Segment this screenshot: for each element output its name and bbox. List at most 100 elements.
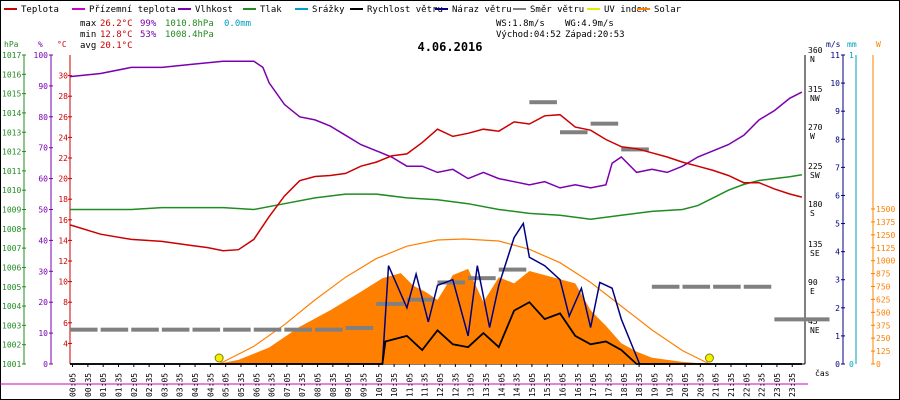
direction-compass-label: N — [810, 55, 815, 64]
time-tick-label: 18:05 — [620, 373, 629, 397]
legend: Teplota Přízemní teplota Vlhkost Tlak Srážky… — [4, 5, 682, 15]
time-tick-label: 17:05 — [589, 373, 598, 397]
ms-tick-label: 10 — [830, 79, 840, 88]
time-tick-label: 11:35 — [421, 373, 430, 397]
ms-tick-label: 2 — [835, 304, 840, 313]
hpa-tick-label: 1010 — [2, 186, 21, 195]
pct-tick-label: 0 — [43, 360, 48, 369]
time-tick-label: 23:35 — [788, 373, 797, 397]
wind-direction-mark — [529, 100, 557, 105]
time-tick-label: 03:05 — [160, 373, 169, 397]
pct-tick-label: 90 — [38, 82, 48, 91]
pct-tick-label: 40 — [38, 236, 48, 245]
wind-direction-mark — [192, 327, 221, 332]
stat-sunrise: Východ:04:52 — [496, 30, 561, 40]
time-tick-label: 23:05 — [773, 373, 782, 397]
time-tick-label: 15:05 — [528, 373, 537, 397]
legend-label-8: UV index — [604, 5, 648, 15]
time-tick-label: 08:05 — [314, 373, 323, 397]
legend-label-7: Směr větru — [530, 5, 584, 15]
celsius-tick-label: 16 — [58, 216, 68, 225]
wind-direction-mark — [223, 327, 251, 332]
ms-tick-label: 4 — [835, 248, 840, 257]
stat-min-press: 1008.4hPa — [165, 30, 214, 40]
direction-compass-label: SW — [810, 171, 820, 180]
ms-tick-label: 6 — [835, 191, 840, 200]
solar-theoretical-line — [218, 238, 710, 365]
wind-direction-mark — [100, 327, 129, 332]
time-tick-label: 08:35 — [329, 373, 338, 397]
time-tick-label: 20:05 — [681, 373, 690, 397]
legend-label-9: Solar — [654, 5, 682, 15]
ms-tick-label: 3 — [835, 276, 840, 285]
wind-direction-mark — [284, 327, 312, 332]
w-tick-label: 875 — [876, 270, 891, 279]
wind-direction-mark — [682, 284, 711, 289]
legend-label-3: Tlak — [260, 5, 282, 15]
hpa-tick-label: 1005 — [2, 283, 21, 292]
celsius-tick-label: 6 — [63, 319, 68, 328]
wind-direction-mark — [560, 130, 588, 135]
ms-tick-label: 5 — [835, 220, 840, 229]
w-tick-label: 375 — [876, 321, 891, 330]
time-tick-label: 09:35 — [359, 373, 368, 397]
time-tick-label: 21:35 — [727, 373, 736, 397]
wind-direction-mark — [253, 327, 282, 332]
wind-direction-mark — [161, 327, 190, 332]
time-tick-label: 10:05 — [375, 373, 384, 397]
stat-ws: WS:1.8m/s — [496, 19, 545, 29]
w-tick-label: 1375 — [876, 218, 895, 227]
ms-tick-label: 1 — [835, 332, 840, 341]
wind-gust-line — [70, 221, 802, 365]
wind-direction-mark — [315, 327, 343, 332]
time-tick-label: 07:05 — [283, 373, 292, 397]
ms-tick-label: 0 — [835, 360, 840, 369]
time-tick-label: 16:05 — [559, 373, 568, 397]
pressure-line — [70, 173, 803, 220]
pct-unit: % — [38, 40, 43, 49]
hpa-tick-label: 1001 — [2, 360, 21, 369]
time-tick-label: 14:05 — [497, 373, 506, 397]
w-tick-label: 125 — [876, 347, 891, 356]
hpa-tick-label: 1003 — [2, 321, 21, 330]
celsius-tick-label: 30 — [58, 72, 68, 81]
stat-avg-temp: 20.1°C — [100, 41, 133, 51]
time-tick-label: 16:35 — [574, 373, 583, 397]
wind-direction-mark — [774, 317, 802, 322]
hpa-tick-label: 1012 — [2, 148, 21, 157]
pct-tick-label: 30 — [38, 267, 48, 276]
direction-degree-label: 270 — [808, 123, 823, 132]
hpa-tick-label: 1015 — [2, 90, 21, 99]
time-tick-label: 22:35 — [758, 373, 767, 397]
wind-direction-mark — [621, 147, 649, 152]
time-tick-label: 01:35 — [114, 373, 123, 397]
direction-compass-label: S — [810, 209, 815, 218]
wind-direction-mark — [437, 280, 466, 285]
direction-degree-label: 360 — [808, 46, 823, 55]
pct-tick-label: 80 — [38, 113, 48, 122]
celsius-tick-label: 8 — [63, 298, 68, 307]
wind-direction-mark — [345, 325, 374, 330]
stat-min-hum: 53% — [140, 30, 157, 40]
stat-max-hum: 99% — [140, 19, 157, 29]
w-tick-label: 1000 — [876, 257, 895, 266]
celsius-tick-label: 10 — [58, 278, 68, 287]
time-tick-label: 22:05 — [742, 373, 751, 397]
direction-degree-label: 135 — [808, 240, 823, 249]
w-tick-label: 1250 — [876, 231, 895, 240]
w-tick-label: 625 — [876, 295, 891, 304]
wind-direction-mark — [801, 317, 830, 322]
direction-compass-label: NE — [810, 326, 820, 335]
celsius-unit: °C — [57, 40, 67, 49]
time-tick-label: 03:35 — [176, 373, 185, 397]
ms-tick-label: 8 — [835, 135, 840, 144]
hpa-unit: hPa — [4, 40, 19, 49]
time-tick-label: 07:35 — [298, 373, 307, 397]
sunrise-marker — [214, 353, 224, 363]
w-tick-label: 0 — [876, 360, 881, 369]
time-tick-label: 04:05 — [191, 373, 200, 397]
stat-avg-label: avg — [80, 41, 96, 51]
ms-tick-label: 11 — [830, 51, 840, 60]
wind-direction-mark — [651, 284, 680, 289]
mm-unit: mm — [847, 40, 857, 49]
